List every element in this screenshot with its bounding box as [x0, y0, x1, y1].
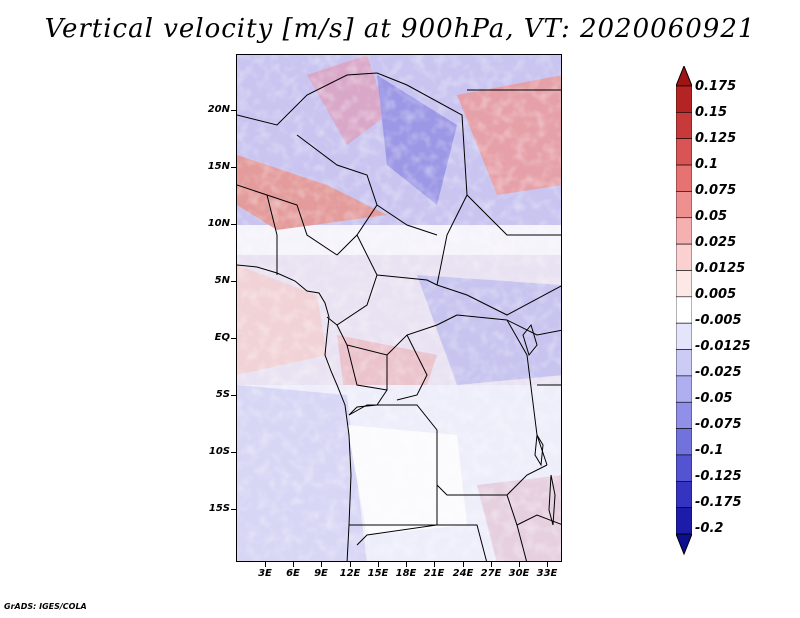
colorbar-bin — [676, 138, 692, 166]
colorbar-label: 0.175 — [695, 79, 737, 94]
lon-tick — [293, 562, 294, 567]
lat-label: 20N — [207, 104, 230, 115]
colorbar-bin — [676, 270, 692, 298]
lon-label: 21E — [423, 568, 445, 579]
country-borders — [237, 72, 561, 561]
lon-label: 12E — [339, 568, 361, 579]
lon-label: 6E — [286, 568, 300, 579]
lon-tick — [350, 562, 351, 567]
colorbar-label: 0.025 — [695, 235, 737, 250]
lon-label: 15E — [367, 568, 389, 579]
lon-tick — [321, 562, 322, 567]
colorbar-bin — [676, 401, 692, 429]
colorbar-bin — [676, 112, 692, 140]
lat-label: 10S — [208, 446, 230, 457]
colorbar-bin — [676, 322, 692, 350]
colorbar-bin — [676, 164, 692, 192]
colorbar-bin — [676, 85, 692, 113]
colorbar-cap-top — [676, 66, 692, 87]
colorbar-label: 0.1 — [695, 157, 719, 172]
lon-tick — [519, 562, 520, 567]
colorbar-label: -0.075 — [695, 417, 742, 432]
colorbar-label: 0.15 — [695, 105, 728, 120]
lat-label: EQ — [214, 332, 230, 343]
colorbar-label: 0.0125 — [695, 261, 746, 276]
colorbar-label: 0.005 — [695, 287, 737, 302]
colorbar-label: -0.1 — [695, 443, 724, 458]
lat-tick — [231, 281, 236, 282]
field-noise — [237, 55, 561, 561]
colorbar — [676, 66, 692, 556]
colorbar-label: -0.005 — [695, 313, 742, 328]
colorbar-label: -0.2 — [695, 521, 724, 536]
lat-tick — [231, 338, 236, 339]
lon-tick — [265, 562, 266, 567]
lat-label: 15S — [208, 503, 230, 514]
lon-label: 33E — [536, 568, 558, 579]
lat-label: 10N — [207, 218, 230, 229]
lon-label: 9E — [314, 568, 328, 579]
lon-label: 18E — [395, 568, 417, 579]
lon-label: 3E — [258, 568, 272, 579]
colorbar-bin — [676, 480, 692, 508]
colorbar-label: 0.075 — [695, 183, 737, 198]
colorbar-bin — [676, 349, 692, 377]
map-panel — [236, 54, 562, 562]
colorbar-bin — [676, 428, 692, 456]
lon-label: 30E — [508, 568, 530, 579]
lon-tick — [547, 562, 548, 567]
lat-tick — [231, 110, 236, 111]
lat-label: 15N — [207, 161, 230, 172]
lat-label: 5S — [215, 389, 230, 400]
colorbar-label: -0.05 — [695, 391, 733, 406]
colorbar-label: 0.05 — [695, 209, 728, 224]
colorbar-bin — [676, 507, 692, 535]
colorbar-bin — [676, 217, 692, 245]
lon-tick — [463, 562, 464, 567]
lon-label: 24E — [452, 568, 474, 579]
lat-label: 5N — [214, 275, 230, 286]
colorbar-bin — [676, 191, 692, 219]
lat-tick — [231, 167, 236, 168]
colorbar-label: -0.125 — [695, 469, 742, 484]
lon-tick — [434, 562, 435, 567]
velocity-field — [237, 55, 561, 561]
colorbar-bin — [676, 296, 692, 324]
lat-tick — [231, 395, 236, 396]
colorbar-bin — [676, 454, 692, 482]
lon-label: 27E — [480, 568, 502, 579]
colorbar-bin — [676, 375, 692, 403]
colorbar-label: 0.125 — [695, 131, 737, 146]
lat-tick — [231, 509, 236, 510]
plot-title: Vertical velocity [m/s] at 900hPa, VT: 2… — [44, 14, 756, 44]
colorbar-cap-bottom — [676, 533, 692, 556]
lon-tick — [491, 562, 492, 567]
colorbar-bin — [676, 243, 692, 271]
colorbar-label: -0.175 — [695, 495, 742, 510]
colorbar-bins — [676, 85, 692, 535]
lat-tick — [231, 224, 236, 225]
lon-tick — [378, 562, 379, 567]
lat-tick — [231, 452, 236, 453]
lon-tick — [406, 562, 407, 567]
colorbar-label: -0.025 — [695, 365, 742, 380]
grads-credit: GrADS: IGES/COLA — [4, 602, 87, 611]
colorbar-label: -0.0125 — [695, 339, 751, 354]
